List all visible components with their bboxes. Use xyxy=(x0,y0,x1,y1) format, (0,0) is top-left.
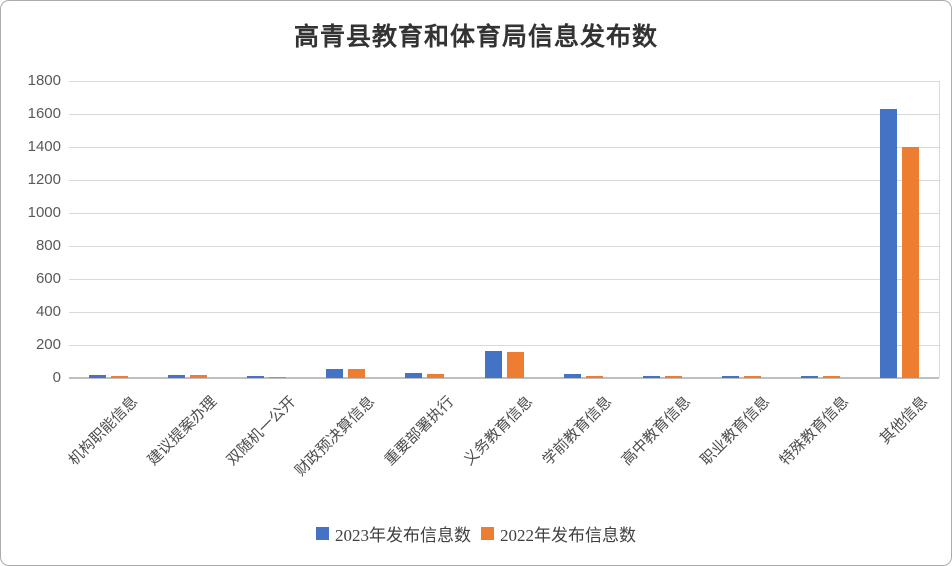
x-axis-category-label: 职业教育信息 xyxy=(698,393,774,469)
y-axis-tick-label: 200 xyxy=(35,336,61,353)
y-axis-tick-label: 800 xyxy=(35,237,61,254)
x-axis-category-label: 高中教育信息 xyxy=(619,393,695,469)
bar-2023 xyxy=(326,368,344,378)
y-axis-tick-label: 400 xyxy=(35,303,61,320)
bar-2023 xyxy=(721,375,739,378)
bar-2023 xyxy=(168,374,186,378)
x-axis-category-label: 财政预决算信息 xyxy=(292,393,378,480)
x-axis-category-label: 机构职能信息 xyxy=(65,393,141,469)
x-axis-category-label: 双随机一公开 xyxy=(223,393,299,469)
y-gridline xyxy=(69,345,939,346)
x-axis-category-label: 建议提案办理 xyxy=(144,393,220,469)
bar-2023 xyxy=(563,373,581,378)
bar-2023 xyxy=(89,374,107,378)
bar-2022 xyxy=(190,375,208,378)
bar-2022 xyxy=(111,376,129,378)
chart-title: 高青县教育和体育局信息发布数 xyxy=(293,24,658,51)
y-gridline xyxy=(69,312,939,313)
bar-2023 xyxy=(642,375,660,378)
y-gridline xyxy=(69,147,939,148)
y-axis-tick-label: 600 xyxy=(35,270,61,287)
bar-2023 xyxy=(247,376,265,378)
legend-swatch-icon xyxy=(481,527,494,540)
y-axis-tick-label: 1200 xyxy=(27,171,61,188)
y-gridline xyxy=(69,114,939,115)
legend-item-2022: 2022年发布信息数 xyxy=(481,521,636,546)
plot-area-right-border xyxy=(939,81,940,378)
bar-2023 xyxy=(405,373,423,378)
bar-2023 xyxy=(800,375,818,378)
bar-2022 xyxy=(348,369,366,378)
legend-swatch-icon xyxy=(316,527,329,540)
legend-label: 2022年发布信息数 xyxy=(500,526,636,545)
bar-2023 xyxy=(484,350,502,378)
y-gridline xyxy=(69,279,939,280)
y-gridline xyxy=(69,81,939,82)
chart-legend: 2023年发布信息数 2022年发布信息数 xyxy=(1,521,951,546)
bar-2022 xyxy=(427,374,445,378)
bar-2022 xyxy=(269,376,287,378)
bar-2022 xyxy=(901,147,919,378)
x-axis-category-label: 特殊教育信息 xyxy=(777,393,853,469)
x-axis-line xyxy=(69,377,939,379)
x-axis-category-label: 义务教育信息 xyxy=(461,393,537,469)
y-axis-tick-label: 0 xyxy=(52,369,61,386)
legend-label: 2023年发布信息数 xyxy=(335,526,471,545)
y-axis-tick-label: 1600 xyxy=(27,105,61,122)
bar-2022 xyxy=(822,376,840,378)
bar-2023 xyxy=(879,109,897,378)
bar-2022 xyxy=(585,375,603,378)
y-axis-tick-label: 1000 xyxy=(27,204,61,221)
y-axis-tick-label: 1400 xyxy=(27,138,61,155)
bar-2022 xyxy=(664,376,682,378)
y-gridline xyxy=(69,180,939,181)
y-axis-tick-label: 1800 xyxy=(27,72,61,89)
x-axis-category-label: 重要部署执行 xyxy=(382,393,458,469)
x-axis-category-label: 其他信息 xyxy=(877,393,932,448)
legend-item-2023: 2023年发布信息数 xyxy=(316,521,471,546)
y-gridline xyxy=(69,246,939,247)
x-axis-category-label: 学前教育信息 xyxy=(540,393,616,469)
bar-2022 xyxy=(743,376,761,378)
y-gridline xyxy=(69,213,939,214)
bar-2022 xyxy=(506,351,524,378)
